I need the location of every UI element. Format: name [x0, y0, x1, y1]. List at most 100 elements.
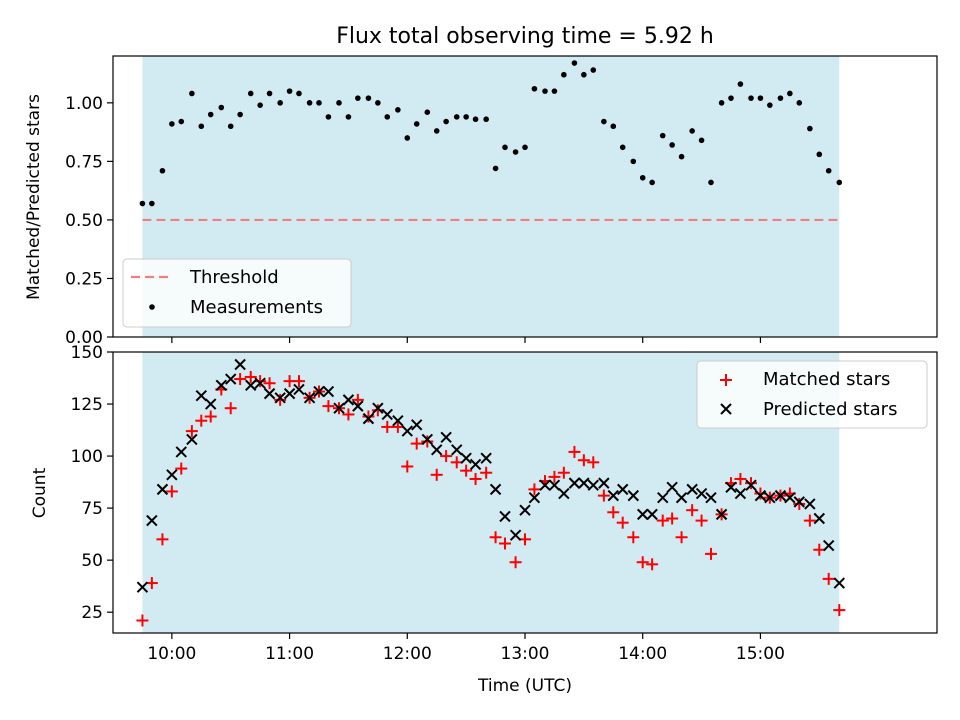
- measurement-point: [483, 116, 489, 123]
- x-tick-label: 11:00: [265, 644, 314, 664]
- ratio-panel: 0.00 0.25 0.50 0.75 1.00 Matched/Predicted s…: [24, 55, 938, 348]
- predicted-star-marker: [313, 385, 325, 398]
- measurement-point: [433, 128, 440, 134]
- matched-star-marker: [165, 485, 178, 498]
- predicted-star-marker: [539, 479, 551, 491]
- matched-star-marker: [833, 604, 846, 617]
- measurement-point: [522, 144, 528, 151]
- ratio-y-axis-label: Matched/Predicted stars: [24, 94, 44, 300]
- measurement-point: [207, 111, 214, 118]
- measurement-point: [365, 95, 372, 101]
- measurement-point: [375, 100, 381, 106]
- x-tick-label: 14:00: [618, 644, 667, 664]
- matched-star-marker: [322, 400, 335, 413]
- measurement-point: [227, 123, 234, 130]
- measurement-point: [355, 95, 361, 101]
- matched-star-marker: [156, 533, 169, 546]
- measurement-point: [581, 71, 587, 78]
- matched-star-marker: [460, 464, 473, 477]
- predicted-star-marker: [813, 512, 825, 525]
- measurement-point: [178, 118, 185, 125]
- predicted-star-marker: [784, 491, 796, 504]
- measurement-point: [678, 153, 685, 160]
- predicted-star-marker: [499, 510, 511, 523]
- measurement-point: [601, 118, 607, 125]
- measurement-point: [277, 100, 283, 106]
- measurement-point: [816, 151, 823, 158]
- ratio-legend-box: [122, 258, 352, 328]
- y-tick-label: 50: [81, 551, 103, 571]
- matched-star-marker: [528, 483, 541, 496]
- predicted-star-marker: [637, 508, 649, 521]
- matched-star-marker: [440, 450, 453, 463]
- predicted-star-marker: [587, 479, 599, 491]
- matched-star-marker: [636, 556, 649, 569]
- measurement-point: [639, 174, 646, 181]
- y-tick-label: 150: [71, 343, 103, 363]
- measurement-point: [619, 144, 626, 151]
- measurement-point: [698, 137, 705, 144]
- measurement-point: [748, 95, 754, 101]
- measurement-point: [443, 118, 449, 125]
- predicted-star-marker: [804, 498, 816, 510]
- matched-star-marker: [695, 514, 708, 527]
- predicted-star-marker: [469, 458, 482, 471]
- measurement-point: [630, 158, 637, 165]
- measurement-point: [689, 128, 695, 134]
- measurement-point: [571, 60, 578, 66]
- count-legend: Matched stars Predicted stars: [696, 360, 928, 429]
- predicted-star-marker: [175, 446, 187, 458]
- predicted-star-marker: [686, 483, 698, 496]
- matched-star-marker: [822, 572, 835, 585]
- predicted-star-marker: [362, 412, 375, 425]
- predicted-star-marker: [822, 539, 835, 552]
- matched-star-marker: [616, 516, 629, 529]
- measurement-point: [767, 102, 773, 108]
- measurement-point: [424, 109, 431, 115]
- matched-star-marker: [401, 460, 414, 473]
- matched-star-marker: [597, 489, 610, 502]
- predicted-star-marker: [657, 491, 669, 504]
- predicted-star-marker: [195, 390, 207, 402]
- predicted-star-marker: [146, 514, 158, 527]
- measurement-point: [825, 167, 832, 174]
- measurement-point: [561, 71, 567, 78]
- predicted-star-marker: [725, 481, 737, 494]
- measurement-point: [286, 88, 293, 94]
- matched-star-marker: [498, 537, 511, 550]
- legend-matched-label: Matched stars: [763, 369, 890, 390]
- predicted-star-marker: [675, 491, 688, 504]
- matched-star-marker: [224, 402, 237, 415]
- measurement-point: [551, 88, 558, 94]
- measurement-point: [139, 200, 146, 207]
- legend-matched-swatch: [720, 374, 732, 386]
- predicted-star-marker: [186, 433, 198, 446]
- predicted-star-marker: [607, 489, 619, 502]
- matched-star-marker: [607, 506, 620, 519]
- y-tick-label: 0.25: [65, 269, 103, 289]
- measurement-points: [139, 60, 843, 207]
- predicted-star-marker: [322, 385, 335, 398]
- measurement-point: [531, 85, 538, 92]
- measurement-point: [257, 102, 263, 108]
- predicted-star-marker: [342, 394, 355, 406]
- y-tick-label: 25: [81, 603, 103, 623]
- count-legend-box: [696, 360, 928, 429]
- measurement-point: [198, 123, 205, 130]
- measurement-point: [649, 179, 655, 186]
- measurement-point: [336, 100, 342, 106]
- predicted-star-marker: [616, 483, 629, 496]
- matched-star-marker: [627, 531, 640, 544]
- legend-predicted-label: Predicted stars: [763, 399, 897, 420]
- predicted-star-marker: [509, 529, 522, 541]
- predicted-star-marker: [548, 479, 561, 491]
- predicted-star-marker: [166, 469, 178, 481]
- matched-star-marker: [185, 425, 198, 438]
- matched-star-marker: [175, 462, 188, 475]
- predicted-star-marker: [646, 508, 658, 521]
- predicted-star-marker: [480, 452, 492, 464]
- measurement-point: [453, 114, 460, 120]
- predicted-stars-markers: [136, 358, 846, 593]
- measurement-point: [777, 95, 784, 101]
- measurement-point: [542, 88, 548, 94]
